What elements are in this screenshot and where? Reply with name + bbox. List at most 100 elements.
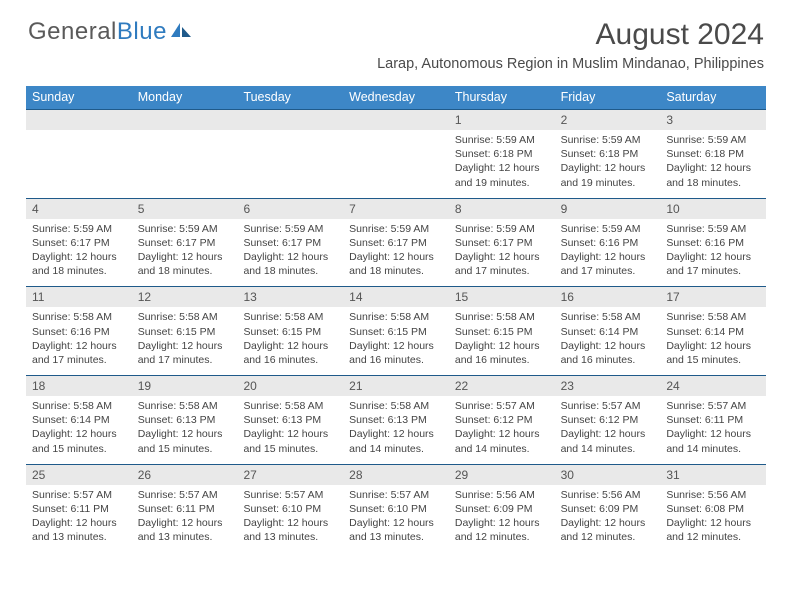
daylight-line: Daylight: 12 hours [666, 339, 760, 353]
day-cell: Sunrise: 5:58 AMSunset: 6:16 PMDaylight:… [26, 307, 132, 375]
day-cell: Sunrise: 5:57 AMSunset: 6:12 PMDaylight:… [555, 396, 661, 464]
daylight-line: and 17 minutes. [138, 353, 232, 367]
daylight-line: Daylight: 12 hours [561, 516, 655, 530]
day-number: 20 [237, 376, 343, 396]
day-cell: Sunrise: 5:59 AMSunset: 6:18 PMDaylight:… [449, 130, 555, 198]
sunrise-line: Sunrise: 5:57 AM [666, 399, 760, 413]
sunrise-line: Sunrise: 5:58 AM [349, 310, 443, 324]
info-row: Sunrise: 5:59 AMSunset: 6:17 PMDaylight:… [26, 219, 766, 287]
day-cell: Sunrise: 5:59 AMSunset: 6:16 PMDaylight:… [555, 219, 661, 287]
title-block: August 2024 Larap, Autonomous Region in … [377, 18, 764, 72]
sunrise-line: Sunrise: 5:57 AM [349, 488, 443, 502]
day-number: 3 [660, 110, 766, 130]
day-number: 23 [555, 376, 661, 396]
sunset-line: Sunset: 6:17 PM [32, 236, 126, 250]
sunrise-line: Sunrise: 5:57 AM [455, 399, 549, 413]
daylight-line: Daylight: 12 hours [455, 516, 549, 530]
day-number: 31 [660, 465, 766, 485]
info-row: Sunrise: 5:59 AMSunset: 6:18 PMDaylight:… [26, 130, 766, 198]
info-row: Sunrise: 5:58 AMSunset: 6:14 PM Daylight:… [26, 396, 766, 464]
daylight-line: Daylight: 12 hours [455, 339, 549, 353]
day-number: 15 [449, 287, 555, 307]
day-cell: Sunrise: 5:59 AMSunset: 6:16 PMDaylight:… [660, 219, 766, 287]
sunset-line: Sunset: 6:18 PM [455, 147, 549, 161]
day-cell: Sunrise: 5:59 AMSunset: 6:17 PMDaylight:… [237, 219, 343, 287]
day-cell: Sunrise: 5:59 AMSunset: 6:17 PMDaylight:… [449, 219, 555, 287]
day-cell: Sunrise: 5:57 AMSunset: 6:10 PMDaylight:… [237, 485, 343, 553]
sunset-line: Sunset: 6:17 PM [349, 236, 443, 250]
daylight-line: Daylight: 12 hours [666, 516, 760, 530]
day-header-cell: Thursday [449, 86, 555, 109]
day-number: 18 [26, 376, 132, 396]
daylight-line: Daylight: 12 hours [455, 250, 549, 264]
header: GeneralBlue August 2024 Larap, Autonomou… [0, 0, 792, 78]
day-number [343, 110, 449, 130]
day-number: 25 [26, 465, 132, 485]
daylight-line: and 13 minutes. [243, 530, 337, 544]
day-cell [343, 130, 449, 198]
sunset-line: Sunset: 6:10 PM [243, 502, 337, 516]
daylight-line: Daylight: 12 hours [32, 339, 126, 353]
day-number: 4 [26, 199, 132, 219]
sunrise-line: Sunrise: 5:59 AM [455, 133, 549, 147]
sunrise-line: Sunrise: 5:58 AM [561, 310, 655, 324]
day-number: 7 [343, 199, 449, 219]
weeks-container: 123Sunrise: 5:59 AMSunset: 6:18 PMDaylig… [26, 109, 766, 552]
sunset-line: Sunset: 6:15 PM [349, 325, 443, 339]
sunset-line: Sunset: 6:12 PM [561, 413, 655, 427]
daylight-line: and 18 minutes. [32, 264, 126, 278]
daylight-line: Daylight: 12 hours [666, 427, 760, 441]
logo-text-blue: Blue [117, 18, 167, 46]
daylight-line: and 16 minutes. [349, 353, 443, 367]
sunset-line: Sunset: 6:13 PM [349, 413, 443, 427]
day-number: 11 [26, 287, 132, 307]
sunrise-line: Sunrise: 5:56 AM [666, 488, 760, 502]
sunset-line: Sunset: 6:14 PM [561, 325, 655, 339]
sunset-line: Sunset: 6:18 PM [666, 147, 760, 161]
sunrise-line: Sunrise: 5:58 AM [32, 399, 126, 413]
daylight-line: Daylight: 12 hours [138, 427, 232, 441]
sunset-line: Sunset: 6:15 PM [243, 325, 337, 339]
daylight-line: Daylight: 12 hours [561, 427, 655, 441]
day-cell: Sunrise: 5:57 AMSunset: 6:11 PMDaylight:… [26, 485, 132, 553]
daylight-line: and 15 minutes. [666, 353, 760, 367]
day-number: 1 [449, 110, 555, 130]
sunrise-line: Sunrise: 5:57 AM [32, 488, 126, 502]
daynum-row: 25262728293031 [26, 465, 766, 485]
sunset-line: Sunset: 6:14 PM [666, 325, 760, 339]
day-number: 12 [132, 287, 238, 307]
sunrise-line: Sunrise: 5:59 AM [243, 222, 337, 236]
sunrise-line: Sunrise: 5:58 AM [32, 310, 126, 324]
info-row: Sunrise: 5:57 AMSunset: 6:11 PMDaylight:… [26, 485, 766, 553]
sunrise-line: Sunrise: 5:56 AM [561, 488, 655, 502]
sunrise-line: Sunrise: 5:57 AM [561, 399, 655, 413]
day-cell [26, 130, 132, 198]
location-subtitle: Larap, Autonomous Region in Muslim Minda… [377, 56, 764, 72]
day-cell: Sunrise: 5:58 AMSunset: 6:15 PMDaylight:… [343, 307, 449, 375]
daylight-line: Daylight: 12 hours [243, 516, 337, 530]
daylight-line: and 15 minutes. [32, 442, 126, 456]
day-number: 9 [555, 199, 661, 219]
sunset-line: Sunset: 6:08 PM [666, 502, 760, 516]
week-row: 25262728293031Sunrise: 5:57 AMSunset: 6:… [26, 464, 766, 553]
daylight-line: and 14 minutes. [455, 442, 549, 456]
daylight-line: Daylight: 12 hours [666, 250, 760, 264]
daylight-line: Daylight: 12 hours [32, 250, 126, 264]
daylight-line: and 17 minutes. [455, 264, 549, 278]
day-header-cell: Wednesday [343, 86, 449, 109]
daylight-line: and 14 minutes. [666, 442, 760, 456]
sunset-line: Sunset: 6:13 PM [138, 413, 232, 427]
sunset-line: Sunset: 6:14 PM [32, 413, 126, 427]
day-cell: Sunrise: 5:57 AMSunset: 6:11 PMDaylight:… [132, 485, 238, 553]
day-header-cell: Monday [132, 86, 238, 109]
day-cell: Sunrise: 5:57 AMSunset: 6:11 PMDaylight:… [660, 396, 766, 464]
daylight-line: Daylight: 12 hours [666, 161, 760, 175]
day-number: 22 [449, 376, 555, 396]
day-number: 14 [343, 287, 449, 307]
logo: GeneralBlue [28, 18, 193, 46]
sunrise-line: Sunrise: 5:59 AM [561, 222, 655, 236]
daylight-line: Daylight: 12 hours [138, 339, 232, 353]
daylight-line: Daylight: 12 hours [349, 339, 443, 353]
day-number [26, 110, 132, 130]
sunrise-line: Sunrise: 5:59 AM [666, 133, 760, 147]
